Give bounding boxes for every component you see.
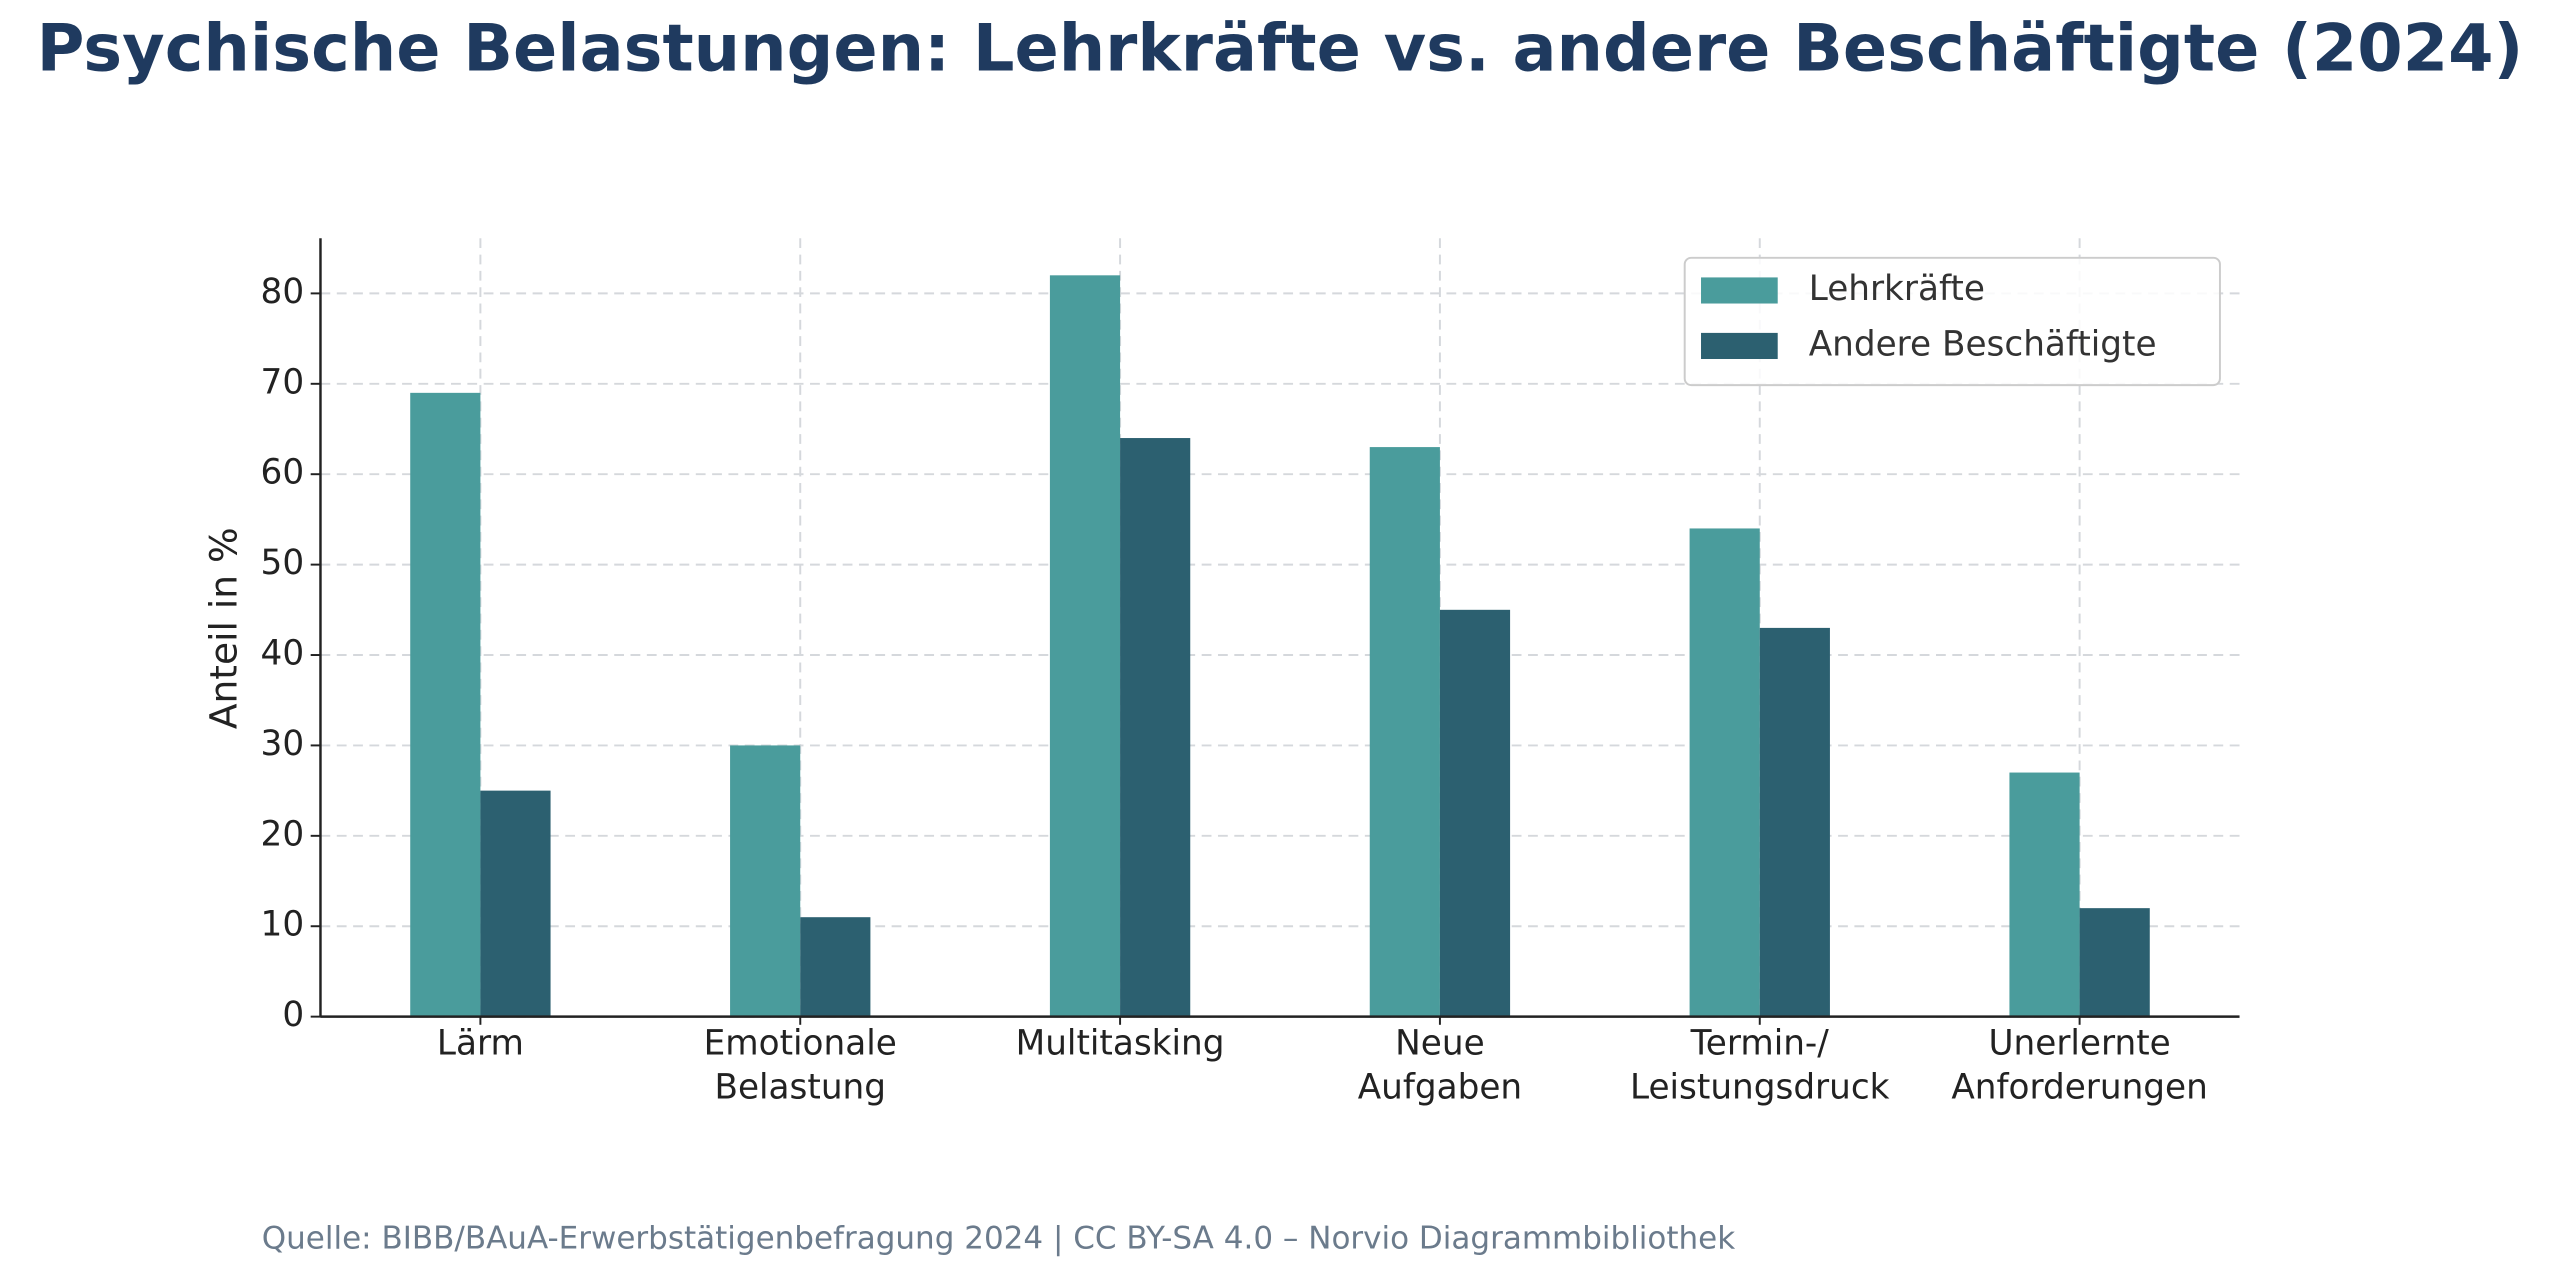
bar [410,392,481,1017]
bar [480,790,551,1017]
y-tick-label: 50 [261,543,305,583]
y-tick-label: 30 [261,724,305,764]
bar [1369,447,1440,1017]
y-tick-label: 0 [282,995,304,1035]
y-tick-label: 70 [261,362,305,402]
bar [1049,275,1121,1017]
x-tick-label: Emotionale Belastung [704,1023,897,1107]
y-tick-label: 10 [261,905,305,945]
legend-swatch [1701,332,1778,360]
bar [1689,528,1760,1017]
legend-label: Lehrkräfte [1809,269,1985,309]
y-axis-label: Anteil in % [201,527,245,729]
bar [2079,908,2150,1017]
bar [1759,627,1830,1017]
legend-swatch [1701,277,1778,304]
bar [1439,609,1511,1017]
x-tick-label: Lärm [437,1023,524,1063]
chart-title: Psychische Belastungen: Lehrkräfte vs. a… [37,10,2524,86]
x-tick-label: Unerlernte Anforderungen [1951,1023,2207,1107]
y-tick-label: 40 [261,634,305,674]
x-tick-label: Termin-/Leistungsdruck [1630,1023,1890,1107]
bar [800,917,871,1017]
legend-box [1683,256,2221,387]
x-tick-label: Neue Aufgaben [1358,1023,1522,1107]
y-tick-label: 20 [261,814,305,854]
y-tick-label: 60 [261,453,305,493]
bar [1120,438,1191,1017]
source-note: Quelle: BIBB/BAuA-Erwerbstätigenbefragun… [262,1221,1736,1257]
bar [2009,772,2080,1017]
y-tick-label: 80 [261,272,305,312]
bar [730,745,801,1017]
legend: Lehrkräfte Andere Beschäftigte [1683,256,2221,387]
legend-label: Andere Beschäftigte [1809,324,2157,364]
x-tick-label: Multitasking [1016,1023,1225,1063]
